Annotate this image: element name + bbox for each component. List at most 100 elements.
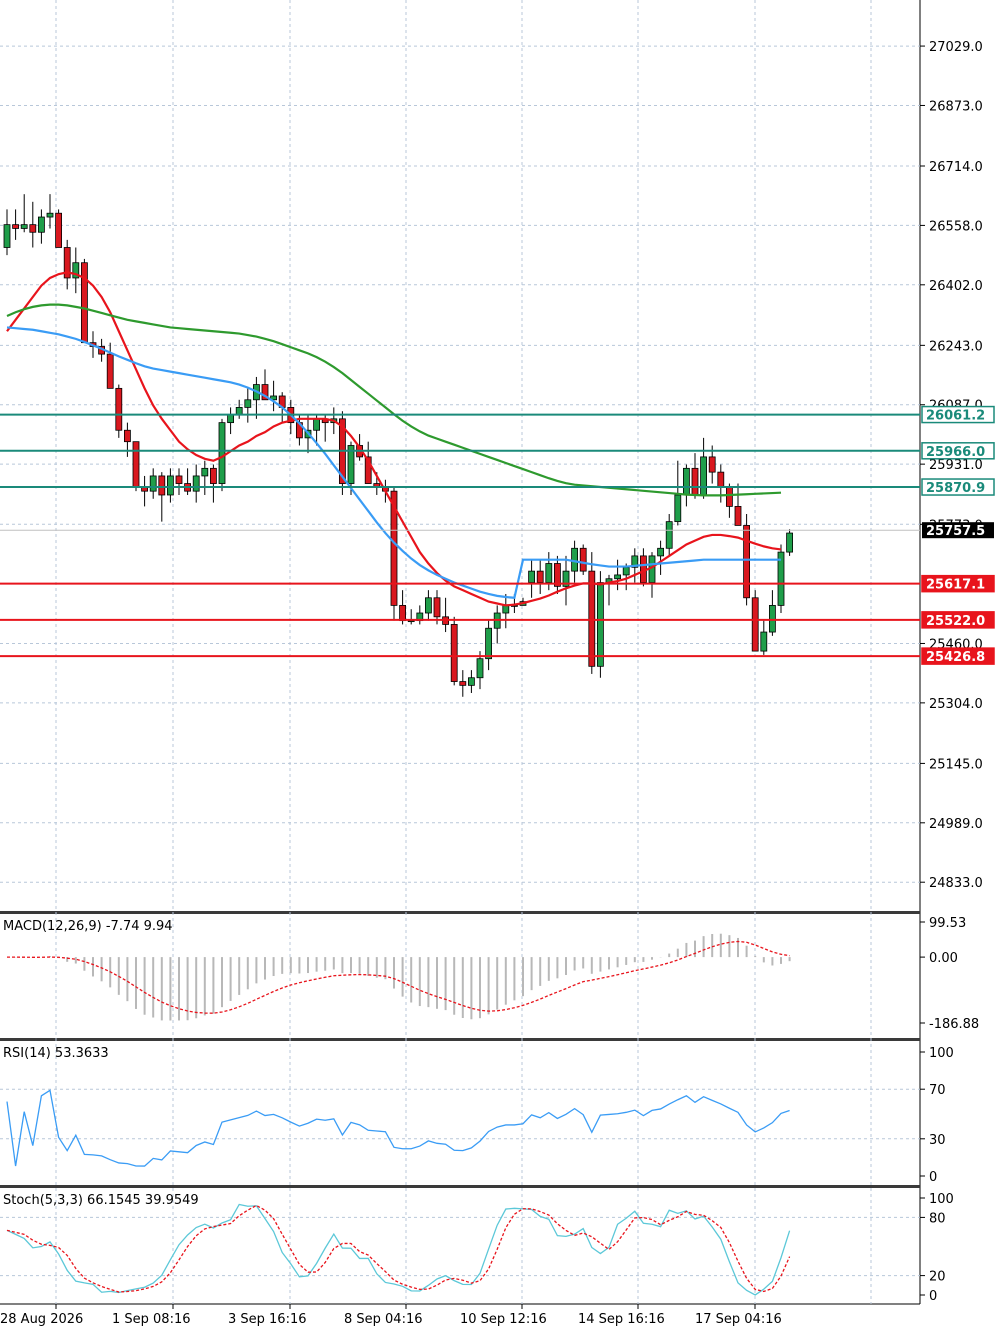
moving-average-50 <box>6 326 781 599</box>
candle-body <box>132 441 140 488</box>
candle-body <box>545 563 553 583</box>
candle <box>734 483 742 526</box>
candle <box>579 544 587 575</box>
candle <box>407 609 415 625</box>
candle <box>433 590 441 625</box>
candle-body <box>467 677 475 686</box>
level-price-label: 25870.9 <box>926 481 985 496</box>
candle-body <box>751 597 759 652</box>
y-tick-label: 0 <box>929 1170 937 1185</box>
candle-body <box>769 604 776 633</box>
main-price-pane[interactable]: 27029.0 26873.0 26714.0 26558.0 26402.0 26243… <box>0 40 995 891</box>
x-tick-label: 17 Sep 04:16 <box>695 1312 782 1327</box>
candle <box>175 468 183 495</box>
candle <box>648 552 656 598</box>
y-tick-label: 0.00 <box>929 951 958 966</box>
candle-body <box>364 456 372 484</box>
candle <box>244 388 252 423</box>
candle <box>450 616 458 686</box>
candle-body <box>244 399 252 408</box>
y-tick-label: 26558.0 <box>929 219 983 234</box>
candle <box>485 620 493 671</box>
candle-body <box>166 475 174 496</box>
candle-body <box>743 525 750 599</box>
candle <box>141 475 149 507</box>
candle-body <box>734 506 742 526</box>
candle <box>201 460 209 495</box>
chart-frame <box>0 0 921 1305</box>
level-price-tag <box>921 478 995 496</box>
stoch-pane[interactable]: Stoch(5,3,3) 66.1545 39.9549 100 80 20 0 <box>0 1192 954 1304</box>
candle-body <box>485 627 493 660</box>
candle-body <box>502 604 510 614</box>
candle <box>657 540 664 575</box>
candle <box>46 194 54 229</box>
candle-body <box>424 597 432 614</box>
current-price-tag <box>922 522 994 539</box>
candle-body <box>192 475 200 492</box>
candle <box>442 597 450 633</box>
candle <box>493 605 501 644</box>
level-price-label: 25966.0 <box>926 445 985 460</box>
candle-body <box>175 475 183 484</box>
candle <box>38 209 45 244</box>
candle-body <box>786 532 793 553</box>
candle <box>72 247 80 294</box>
candle-body <box>622 566 630 576</box>
pane-separator <box>0 1038 920 1041</box>
candle <box>390 487 398 621</box>
candle-body <box>270 395 278 401</box>
candle-body <box>72 262 80 279</box>
candle <box>270 380 278 412</box>
candle <box>459 670 467 697</box>
candle-body <box>390 490 398 606</box>
candle <box>708 445 716 484</box>
candle <box>209 464 217 503</box>
candle <box>536 559 544 594</box>
candle-body <box>55 212 62 248</box>
x-tick-label: 10 Sep 12:16 <box>460 1312 547 1327</box>
candle <box>158 472 166 522</box>
candle-body <box>227 414 235 424</box>
macd-signal-line <box>6 940 790 1014</box>
candle <box>640 548 647 587</box>
candle <box>227 407 235 435</box>
candle <box>416 605 424 625</box>
y-tick-label: 25304.0 <box>929 697 983 712</box>
y-tick-label: -186.88 <box>929 1017 979 1032</box>
candle <box>132 441 140 492</box>
level-price-tag <box>921 405 995 424</box>
candle-body <box>63 247 71 279</box>
candle-body <box>777 551 785 606</box>
level-price-tag <box>921 442 995 460</box>
candle <box>115 384 123 438</box>
candle <box>614 559 621 591</box>
macd-pane[interactable]: MACD(12,26,9) -7.74 9.94 99.53 0.00 -186.8… <box>3 916 979 1032</box>
candle-body <box>700 456 707 496</box>
candle-body <box>20 224 28 229</box>
candle <box>106 342 114 389</box>
candle-body <box>717 471 725 488</box>
candle <box>528 559 535 598</box>
y-tick-label: 25931.0 <box>929 458 983 473</box>
y-tick-label: 0 <box>929 1289 937 1304</box>
candle <box>252 376 260 419</box>
candle <box>562 555 570 606</box>
y-tick-label: 24833.0 <box>929 876 983 891</box>
candle-body <box>81 262 88 344</box>
candle <box>726 483 733 518</box>
rsi-label: RSI(14) 53.3633 <box>3 1046 109 1061</box>
x-tick-label: 14 Sep 16:16 <box>578 1312 665 1327</box>
candle <box>786 529 793 556</box>
x-tick-label: 28 Aug 2026 <box>0 1312 83 1327</box>
candle-body <box>683 467 690 496</box>
y-tick-label: 24989.0 <box>929 817 983 832</box>
macd-label: MACD(12,26,9) -7.74 9.94 <box>3 919 173 934</box>
candle-body <box>218 422 226 484</box>
candle-body <box>476 658 484 679</box>
candle-body <box>579 547 587 572</box>
rsi-pane[interactable]: RSI(14) 53.3633 100 70 30 0 <box>0 1046 954 1185</box>
candle-body <box>691 467 699 496</box>
candle-body <box>347 445 355 484</box>
